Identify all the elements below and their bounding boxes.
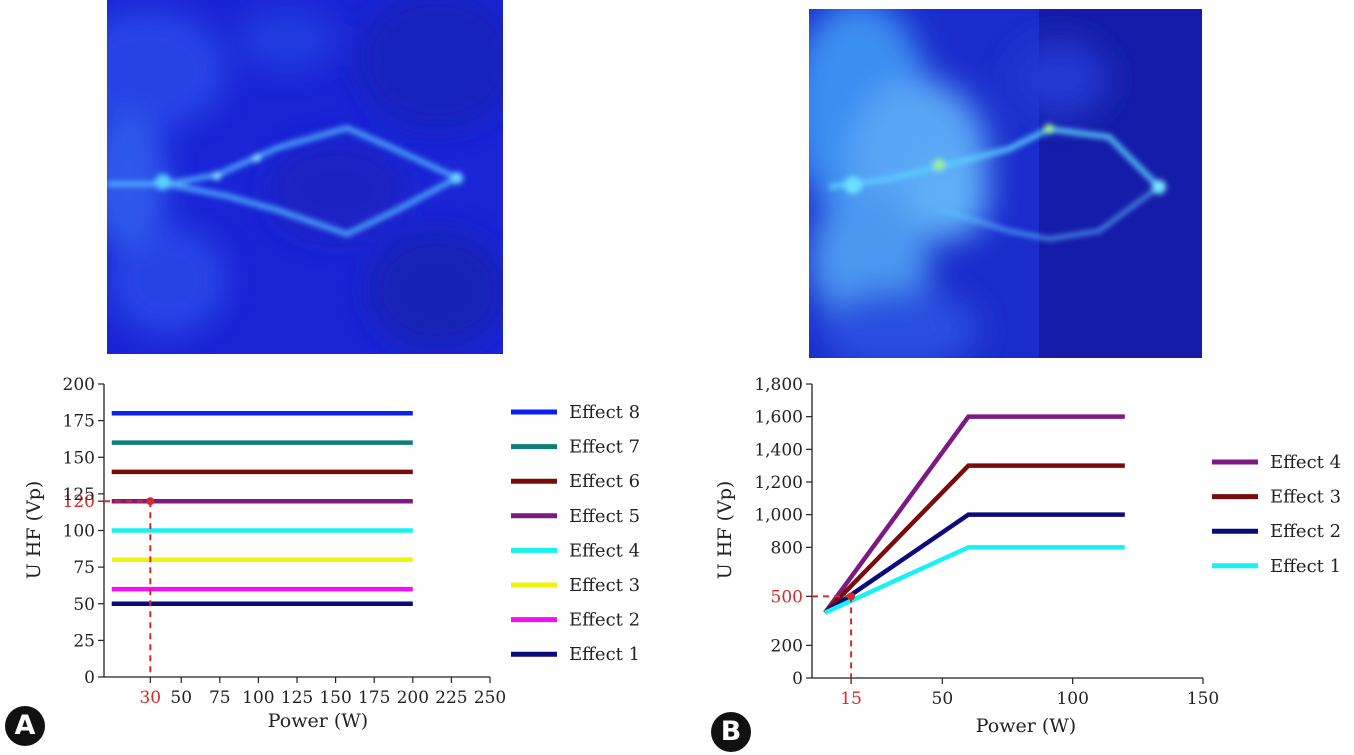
panel-label-b: B [711,712,751,752]
x-tick-label: 150 [1187,689,1219,709]
y-tick-label: 50 [73,595,95,615]
y-tick-label: 1,400 [754,440,803,460]
y-axis-title: U HF (Vp) [23,481,45,580]
y-tick-label: 0 [84,668,95,688]
y-tick-label: 800 [771,538,803,558]
plasma-image-b [809,9,1202,358]
y-tick-label: 125 [63,485,95,505]
legend-label: Effect 2 [1270,521,1341,542]
series-line [823,463,1125,615]
y-tick-label: 175 [63,412,95,432]
series-line [824,545,1125,615]
y-tick-label: 200 [771,636,803,656]
y-axis-title: U HF (Vp) [714,481,736,580]
x-tick-label: 200 [397,688,429,708]
x-tick-label: 50 [932,689,954,709]
x-tick-label: 50 [170,688,192,708]
y-tick-label: 500 [771,587,803,607]
x-tick-label: 175 [358,688,390,708]
x-tick-label: 15 [840,689,862,709]
legend-label: Effect 4 [569,540,640,561]
legend-label: Effect 2 [569,610,640,631]
y-tick-label: 1,200 [754,473,803,493]
x-axis-title: Power (W) [976,715,1076,737]
y-tick-label: 200 [63,375,95,395]
reference-point [146,497,155,506]
x-tick-label: 100 [1056,689,1088,709]
legend-label: Effect 8 [569,402,640,423]
y-tick-label: 1,000 [754,506,803,526]
x-tick-label: 30 [139,688,161,708]
legend-label: Effect 5 [569,506,640,527]
y-tick-label: 25 [73,631,95,651]
legend-label: Effect 3 [569,575,640,596]
y-tick-label: 100 [63,522,95,542]
y-tick-label: 150 [63,448,95,468]
series-line [823,512,1125,615]
x-tick-label: 75 [209,688,231,708]
reference-point [847,592,856,601]
y-tick-label: 120 [63,492,95,512]
plasma-image-a [107,0,503,354]
legend-label: Effect 4 [1270,452,1341,473]
x-axis-title: Power (W) [268,710,368,732]
series-line [823,414,1125,614]
x-tick-label: 225 [435,688,467,708]
legend-label: Effect 6 [569,471,640,492]
legend-label: Effect 7 [569,437,640,458]
x-tick-label: 250 [474,688,506,708]
legend-label: Effect 3 [1270,487,1341,508]
x-tick-label: 100 [242,688,274,708]
panel-label-a: A [5,706,45,746]
x-tick-label: 150 [319,688,351,708]
legend-label: Effect 1 [1270,556,1341,577]
y-tick-label: 1,600 [754,408,803,428]
y-tick-label: 0 [792,669,803,689]
y-tick-label: 1,800 [754,375,803,395]
y-tick-label: 75 [73,558,95,578]
legend-label: Effect 1 [569,644,640,665]
x-tick-label: 125 [281,688,313,708]
